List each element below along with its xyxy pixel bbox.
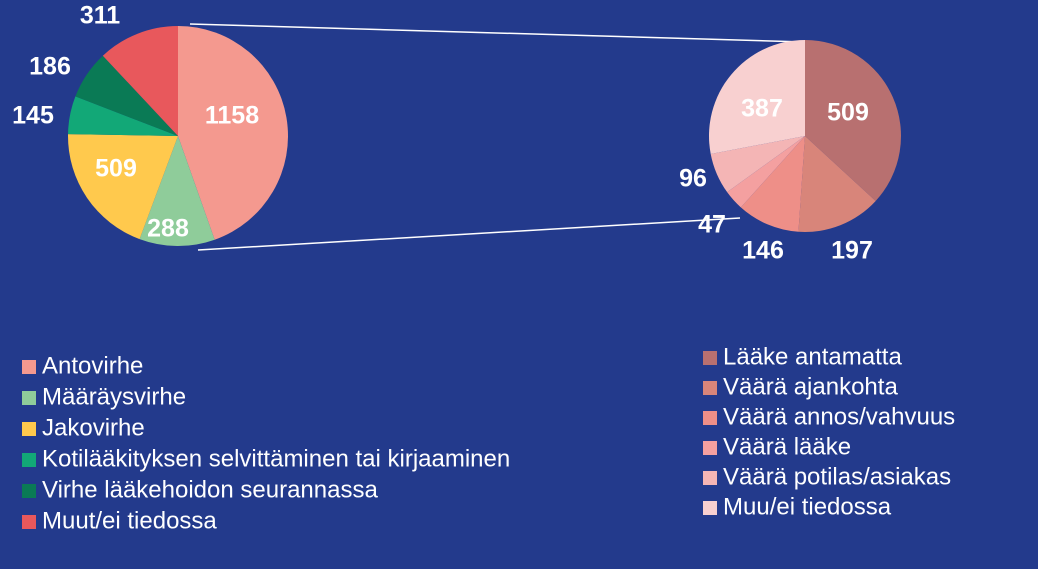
data-label: 387 bbox=[741, 95, 783, 123]
legend-label: Jakovirhe bbox=[42, 414, 145, 441]
legend-swatch bbox=[22, 360, 36, 374]
pie-slice bbox=[740, 136, 805, 232]
connector-line bbox=[189, 23, 806, 43]
legend-label: Väärä annos/vahvuus bbox=[723, 403, 955, 430]
legend-label: Lääke antamatta bbox=[723, 343, 902, 370]
legend-swatch bbox=[22, 391, 36, 405]
legend-swatch bbox=[22, 484, 36, 498]
pie-slice bbox=[798, 136, 876, 233]
legend-label: Väärä lääke bbox=[723, 433, 851, 460]
legend-swatch bbox=[703, 501, 717, 515]
legend-swatch bbox=[22, 422, 36, 436]
legend-swatch bbox=[703, 441, 717, 455]
legend-swatch bbox=[703, 411, 717, 425]
pie-slice bbox=[68, 96, 178, 136]
data-label: 288 bbox=[147, 215, 189, 243]
data-label: 197 bbox=[831, 237, 873, 265]
legend-label: Muut/ei tiedossa bbox=[42, 507, 217, 534]
legend-swatch bbox=[22, 515, 36, 529]
legend-label: Väärä ajankohta bbox=[723, 373, 898, 400]
legend-label: Virhe lääkehoidon seurannassa bbox=[42, 476, 378, 503]
data-label: 1158 bbox=[205, 102, 259, 130]
pie-slice bbox=[710, 136, 805, 193]
pie-slice bbox=[102, 26, 178, 136]
legend-label: Antovirhe bbox=[42, 352, 143, 379]
pie-slice bbox=[178, 26, 288, 240]
pie-slice bbox=[75, 55, 178, 136]
data-label: 146 bbox=[742, 237, 784, 265]
legend-label: Muu/ei tiedossa bbox=[723, 493, 892, 520]
legend-swatch bbox=[703, 471, 717, 485]
data-label: 509 bbox=[95, 155, 137, 183]
data-label: 47 bbox=[698, 211, 726, 239]
data-label: 311 bbox=[80, 2, 120, 30]
legend-label: Kotilääkityksen selvittäminen tai kirjaa… bbox=[42, 445, 510, 472]
legend-swatch bbox=[703, 381, 717, 395]
data-label: 509 bbox=[827, 99, 869, 127]
data-label: 186 bbox=[29, 53, 71, 81]
legend-label: Määräysvirhe bbox=[42, 383, 186, 410]
pie-slice bbox=[727, 136, 805, 208]
pie-slice bbox=[805, 40, 901, 201]
legend-label: Väärä potilas/asiakas bbox=[723, 463, 951, 490]
pie-slice bbox=[68, 134, 178, 240]
legend-swatch bbox=[703, 351, 717, 365]
pie-slice bbox=[139, 136, 215, 246]
data-label: 96 bbox=[679, 165, 707, 193]
connector-line bbox=[197, 217, 741, 251]
pie-slice bbox=[709, 40, 805, 155]
data-label: 145 bbox=[12, 102, 54, 130]
legend-swatch bbox=[22, 453, 36, 467]
